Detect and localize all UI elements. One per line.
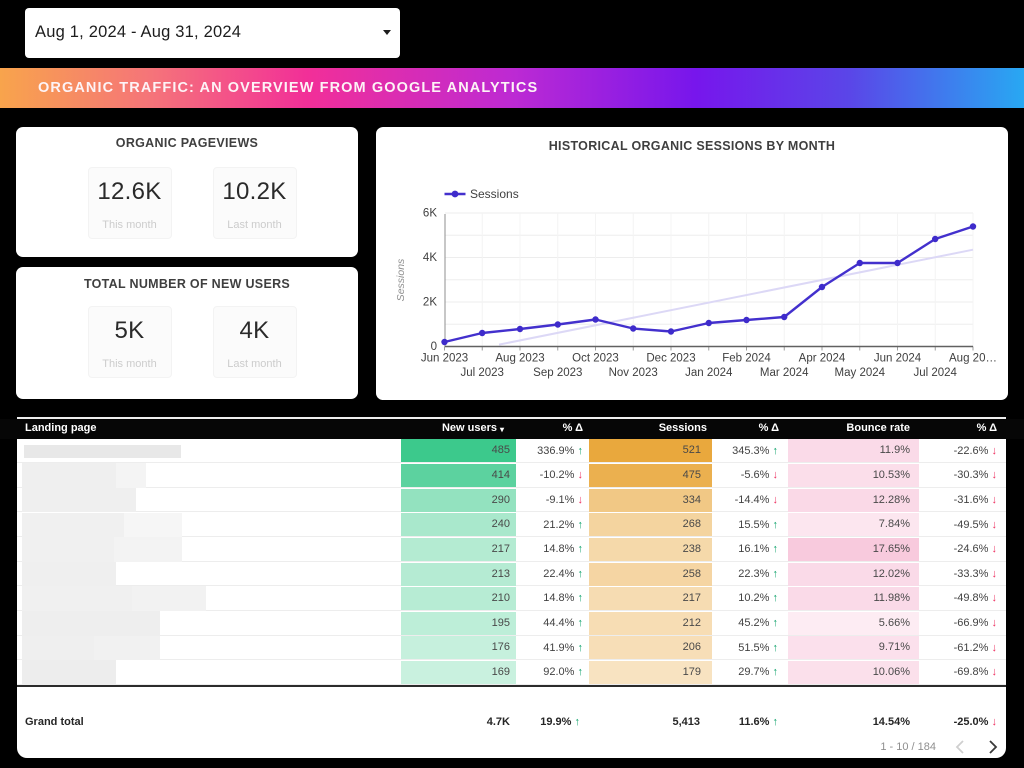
svg-text:Nov 2023: Nov 2023: [609, 367, 658, 379]
svg-text:Jan 2024: Jan 2024: [685, 367, 733, 379]
svg-text:Mar 2024: Mar 2024: [760, 367, 809, 379]
svg-text:Sessions: Sessions: [470, 187, 519, 201]
svg-text:Jul 2023: Jul 2023: [460, 367, 503, 379]
svg-text:4K: 4K: [423, 252, 437, 264]
svg-text:Oct 2023: Oct 2023: [572, 353, 619, 365]
svg-text:Aug 20…: Aug 20…: [949, 353, 997, 365]
svg-text:May 2024: May 2024: [835, 367, 886, 379]
svg-text:0: 0: [431, 341, 437, 353]
svg-text:2K: 2K: [423, 297, 437, 309]
svg-text:Feb 2024: Feb 2024: [722, 353, 771, 365]
svg-text:Jun 2023: Jun 2023: [421, 353, 468, 365]
svg-text:Apr 2024: Apr 2024: [799, 353, 846, 365]
svg-text:Dec 2023: Dec 2023: [646, 353, 695, 365]
svg-text:Aug 2023: Aug 2023: [495, 353, 544, 365]
svg-text:Jul 2024: Jul 2024: [913, 367, 957, 379]
svg-text:6K: 6K: [423, 208, 437, 220]
svg-text:Sep 2023: Sep 2023: [533, 367, 582, 379]
svg-text:Sessions: Sessions: [395, 258, 407, 301]
svg-text:Jun 2024: Jun 2024: [874, 353, 922, 365]
